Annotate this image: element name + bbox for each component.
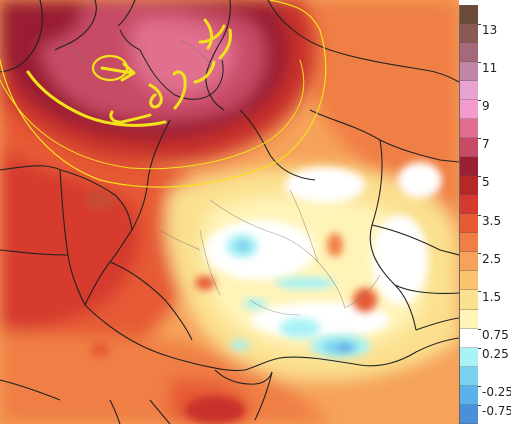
legend-tick: [478, 100, 481, 102]
legend-label: 3.5: [482, 213, 502, 228]
legend-tick: [478, 385, 481, 387]
legend-swatch: [460, 81, 478, 101]
weather-map: [0, 0, 459, 424]
legend-swatch: [460, 62, 478, 82]
province-lines: [59, 39, 381, 316]
annotations: [0, 0, 327, 188]
legend-tick: [478, 24, 481, 26]
legend-swatch: [460, 43, 478, 63]
legend-tick: [478, 328, 481, 330]
sea-outline: [119, 29, 224, 100]
legend-swatch: [460, 195, 478, 215]
legend-tick: [478, 252, 481, 254]
legend-label: -0.25: [482, 384, 511, 399]
legend-swatch: [460, 119, 478, 139]
map-canvas: [0, 0, 459, 424]
annotation-script-4: [26, 70, 167, 127]
legend-label: 2.5: [482, 251, 502, 266]
legend-tick: [478, 176, 481, 178]
legend-swatch: [460, 176, 478, 196]
legend-label: 11: [482, 61, 498, 76]
legend-swatch: [460, 24, 478, 44]
legend-tick: [478, 290, 481, 292]
legend-swatch: [460, 5, 478, 25]
legend-label: 0.25: [482, 346, 509, 361]
legend-swatch: [460, 328, 478, 348]
legend-label: 9: [482, 99, 490, 114]
inner-contour: [0, 59, 305, 170]
legend-swatch: [460, 138, 478, 158]
legend-tick: [478, 347, 481, 349]
legend-tick: [478, 138, 481, 140]
annotation-script-2: [109, 110, 152, 124]
legend-swatch: [460, 290, 478, 310]
color-legend: 13 11 9 7 5 3.5 2.5 1.5 0.75 0.25 -0.25 -0.75: [459, 0, 511, 424]
outer-contour: [0, 0, 327, 188]
legend-label: 7: [482, 137, 490, 152]
legend-swatch: [460, 347, 478, 367]
map-borders: [0, 0, 459, 424]
legend-colorbar: [459, 5, 478, 424]
legend-swatch: [460, 309, 478, 329]
legend-swatch: [460, 233, 478, 253]
legend-swatch: [460, 271, 478, 291]
legend-tick: [478, 214, 481, 216]
legend-label: 0.75: [482, 327, 509, 342]
legend-label: 1.5: [482, 289, 502, 304]
legend-label: 13: [482, 23, 498, 38]
legend-swatch: [460, 252, 478, 272]
legend-swatch: [460, 157, 478, 177]
legend-tick: [478, 62, 481, 64]
legend-tick: [478, 404, 481, 406]
legend-label: 5: [482, 175, 490, 190]
legend-swatch: [460, 100, 478, 120]
legend-swatch: [460, 366, 478, 386]
legend-label: -0.75: [482, 403, 511, 418]
annotation-script-3: [172, 70, 187, 110]
annotation-arrow: [100, 62, 136, 82]
annotation-script-1: [148, 83, 163, 109]
legend-swatch: [460, 214, 478, 234]
annotation-script-5: [193, 18, 232, 84]
legend-swatch: [460, 404, 478, 424]
legend-swatch: [460, 385, 478, 405]
